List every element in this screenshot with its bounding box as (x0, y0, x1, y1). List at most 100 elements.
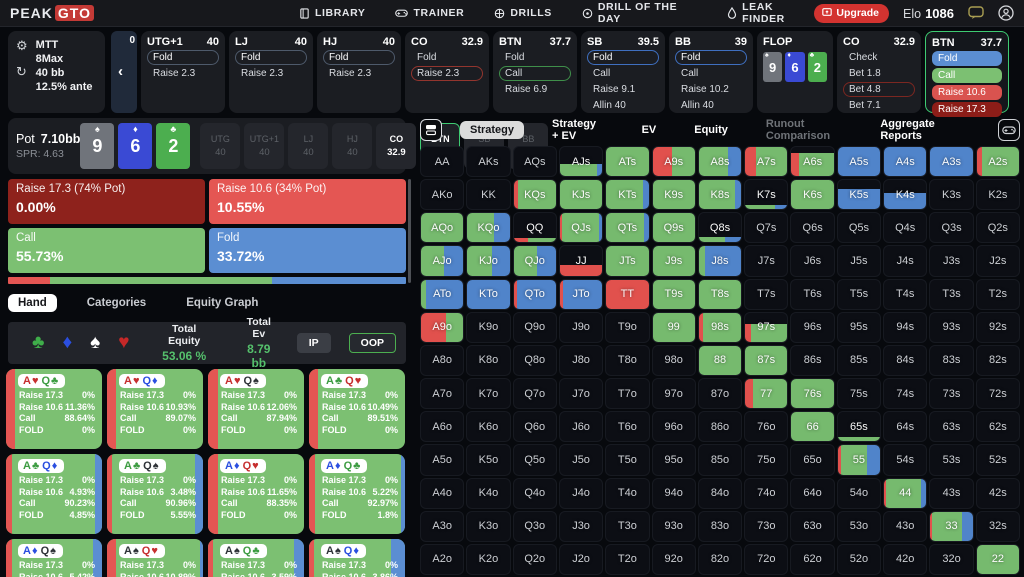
strategy-card-raise[interactable]: Raise 17.3 (74% Pot) 0.00% (8, 179, 205, 224)
matrix-cell-J5o[interactable]: J5o (558, 444, 604, 476)
matrix-cell-AQo[interactable]: AQo (420, 212, 465, 244)
matrix-cell-33[interactable]: 33 (929, 510, 974, 542)
matrix-cell-J2s[interactable]: J2s (975, 245, 1020, 277)
matrix-cell-J9s[interactable]: J9s (651, 245, 696, 277)
matrix-cell-52s[interactable]: 52s (975, 444, 1020, 476)
matrix-cell-76o[interactable]: 76o (744, 411, 789, 443)
action-call[interactable]: Call (593, 68, 611, 79)
matrix-cell-74o[interactable]: 74o (744, 477, 789, 509)
history-box-sb[interactable]: SB 39.5 Fold Call Raise 9.1 Allin 40 (581, 31, 665, 113)
matrix-cell-Q7s[interactable]: Q7s (744, 212, 789, 244)
matrix-cell-92s[interactable]: 92s (975, 311, 1020, 343)
action-raise-2-3[interactable]: Raise 2.3 (241, 68, 284, 79)
matrix-cell-ATs[interactable]: ATs (605, 146, 650, 178)
matrix-cell-87o[interactable]: 87o (697, 378, 743, 410)
oop-button[interactable]: OOP (348, 333, 396, 353)
matrix-cell-A5s[interactable]: A5s (836, 146, 882, 178)
matrix-cell-AJo[interactable]: AJo (420, 245, 465, 277)
matrix-cell-K7s[interactable]: K7s (744, 179, 789, 211)
matrix-cell-KQs[interactable]: KQs (512, 179, 557, 211)
matrix-cell-73o[interactable]: 73o (744, 510, 789, 542)
matrix-cell-Q6s[interactable]: Q6s (790, 212, 835, 244)
action-fold[interactable]: Fold (417, 52, 437, 63)
matrix-cell-A2o[interactable]: A2o (420, 543, 465, 575)
matrix-cell-Q6o[interactable]: Q6o (512, 411, 557, 443)
combo-card-AhQd[interactable]: A ♥ Q ♦ Raise 17.3 0% Raise 10.6 10.93% Call 89.0… (107, 369, 203, 449)
matrix-cell-Q5o[interactable]: Q5o (512, 444, 557, 476)
position-chip-co[interactable]: CO 32.9 (376, 123, 417, 169)
action-bet-1-8[interactable]: Bet 1.8 (849, 68, 881, 79)
matrix-cell-A7o[interactable]: A7o (420, 378, 465, 410)
matrix-cell-Q8s[interactable]: Q8s (697, 212, 743, 244)
action-raise-2-3[interactable]: Raise 2.3 (153, 68, 196, 79)
position-chip-hj[interactable]: HJ 40 (332, 123, 373, 169)
history-box-lj[interactable]: LJ 40 Fold Raise 2.3 (229, 31, 313, 113)
collapse-strip[interactable]: 0 ‹ (111, 31, 137, 113)
matrix-cell-J9o[interactable]: J9o (558, 311, 604, 343)
matrix-cell-QTo[interactable]: QTo (512, 278, 557, 310)
spade-suit-icon[interactable]: ♠ (90, 332, 101, 353)
position-chip-utg[interactable]: UTG 40 (200, 123, 241, 169)
matrix-cell-86s[interactable]: 86s (790, 344, 835, 377)
history-box-co[interactable]: CO 32.9 Fold Raise 2.3 (405, 31, 489, 113)
matrix-cell-A2s[interactable]: A2s (975, 146, 1020, 178)
tab-equity[interactable]: Equity (694, 124, 728, 136)
matrix-cell-82o[interactable]: 82o (697, 543, 743, 575)
matrix-cell-22[interactable]: 22 (975, 543, 1020, 575)
matrix-cell-Q5s[interactable]: Q5s (836, 212, 882, 244)
matrix-cell-JTs[interactable]: JTs (605, 245, 650, 277)
matrix-cell-K9o[interactable]: K9o (466, 311, 511, 343)
action-bet-7-1[interactable]: Bet 7.1 (849, 100, 881, 111)
matrix-cell-T8o[interactable]: T8o (605, 344, 650, 377)
matrix-cell-KTs[interactable]: KTs (605, 179, 650, 211)
matrix-cell-J6s[interactable]: J6s (790, 245, 835, 277)
matrix-cell-J8o[interactable]: J8o (558, 344, 604, 377)
matrix-cell-72s[interactable]: 72s (975, 378, 1020, 410)
matrix-cell-32s[interactable]: 32s (975, 510, 1020, 542)
matrix-cell-J7s[interactable]: J7s (744, 245, 789, 277)
action-raise-10-2[interactable]: Raise 10.2 (681, 84, 729, 95)
matrix-cell-K5s[interactable]: K5s (836, 179, 882, 211)
matrix-cell-96s[interactable]: 96s (790, 311, 835, 343)
action-bet-4-8[interactable]: Bet 4.8 (843, 82, 915, 97)
matrix-cell-Q7o[interactable]: Q7o (512, 378, 557, 410)
profile-icon[interactable] (998, 5, 1014, 21)
matrix-cell-52o[interactable]: 52o (836, 543, 882, 575)
matrix-cell-Q2s[interactable]: Q2s (975, 212, 1020, 244)
tab-strategy[interactable]: Strategy (460, 121, 525, 139)
matrix-cell-AJs[interactable]: AJs (558, 146, 604, 178)
matrix-cell-AA[interactable]: AA (420, 146, 465, 178)
action-call[interactable]: Call (499, 66, 571, 81)
strategy-card-call[interactable]: Call 55.73% (8, 228, 205, 273)
tab-hand[interactable]: Hand (8, 294, 57, 312)
matrix-cell-93o[interactable]: 93o (651, 510, 696, 542)
matrix-cell-K3o[interactable]: K3o (466, 510, 511, 542)
matrix-cell-62o[interactable]: 62o (790, 543, 835, 575)
tab-strategy---ev[interactable]: Strategy + EV (552, 118, 597, 142)
matrix-cell-Q4o[interactable]: Q4o (512, 477, 557, 509)
matrix-cell-A6o[interactable]: A6o (420, 411, 465, 443)
nav-item-drill-of-the-day[interactable]: DRILL OF THE DAY (582, 1, 697, 25)
combo-card-AdQs[interactable]: A♦Q♠Raise 17.30%Raise 10.65.42%Call85.01… (6, 539, 102, 577)
matrix-cell-AKs[interactable]: AKs (466, 146, 511, 178)
matrix-cell-AQs[interactable]: AQs (512, 146, 557, 178)
matrix-cell-J3s[interactable]: J3s (929, 245, 974, 277)
matrix-cell-A4s[interactable]: A4s (883, 146, 928, 178)
matrix-cell-75o[interactable]: 75o (744, 444, 789, 476)
action-allin-40[interactable]: Allin 40 (681, 100, 714, 111)
action-fold[interactable]: Fold (235, 50, 307, 65)
left-scrollbar[interactable] (408, 179, 411, 283)
matrix-cell-K6s[interactable]: K6s (790, 179, 835, 211)
matrix-cell-Q9s[interactable]: Q9s (651, 212, 696, 244)
matrix-cell-JTo[interactable]: JTo (558, 278, 604, 310)
history-box-hj[interactable]: HJ 40 Fold Raise 2.3 (317, 31, 401, 113)
combo-card-AdQh[interactable]: A ♦ Q ♥ Raise 17.3 0% Raise 10.6 11.65% Call 88.3… (208, 454, 304, 534)
matrix-cell-65o[interactable]: 65o (790, 444, 835, 476)
matrix-cell-32o[interactable]: 32o (929, 543, 974, 575)
matrix-cell-A9o[interactable]: A9o (420, 311, 465, 343)
club-suit-icon[interactable]: ♣ (32, 332, 45, 353)
history-box-bb[interactable]: BB 39 Fold Call Raise 10.2 Allin 40 (669, 31, 753, 113)
matrix-cell-K7o[interactable]: K7o (466, 378, 511, 410)
matrix-cell-73s[interactable]: 73s (929, 378, 974, 410)
matrix-cell-77[interactable]: 77 (744, 378, 789, 410)
